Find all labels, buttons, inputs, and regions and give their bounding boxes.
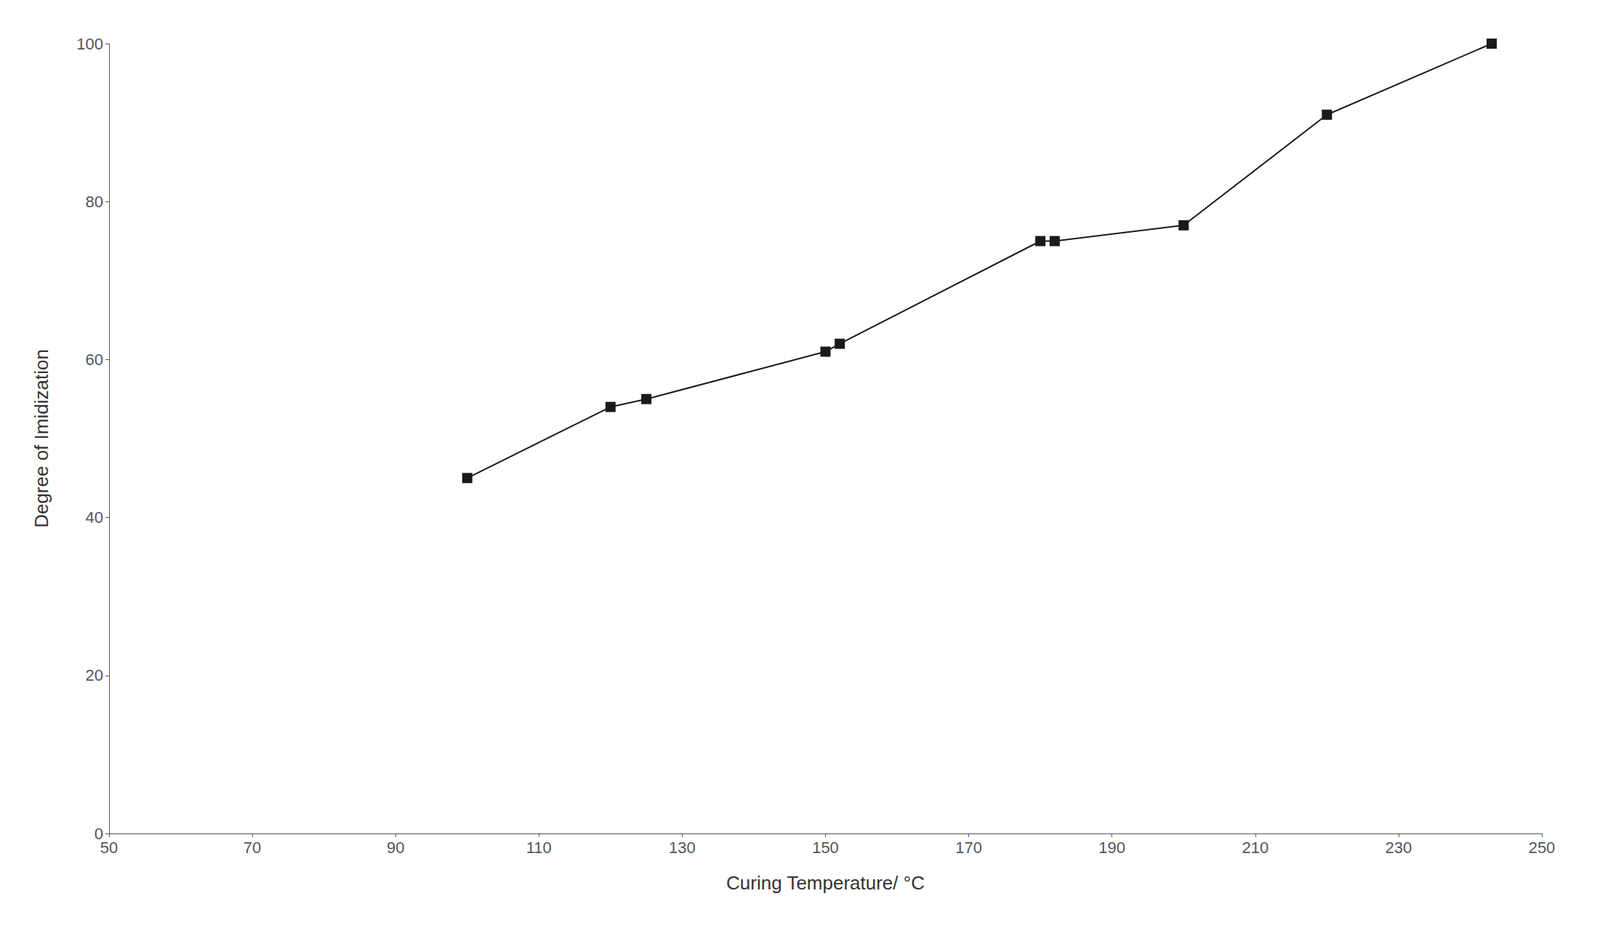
svg-text:70: 70 xyxy=(243,838,261,857)
svg-text:80: 80 xyxy=(85,192,104,211)
svg-text:50: 50 xyxy=(100,838,118,857)
svg-text:20: 20 xyxy=(85,665,104,685)
svg-text:170: 170 xyxy=(955,838,983,857)
svg-text:150: 150 xyxy=(811,838,839,857)
svg-text:190: 190 xyxy=(1098,838,1126,857)
svg-text:250: 250 xyxy=(1528,838,1556,857)
svg-text:40: 40 xyxy=(85,508,104,527)
svg-text:210: 210 xyxy=(1241,838,1269,857)
svg-text:230: 230 xyxy=(1385,838,1413,857)
svg-text:110: 110 xyxy=(526,838,552,857)
svg-text:Degree of Imidization: Degree of Imidization xyxy=(30,348,53,528)
svg-text:90: 90 xyxy=(386,838,405,857)
svg-text:0: 0 xyxy=(94,823,104,843)
svg-text:130: 130 xyxy=(668,838,696,857)
svg-text:60: 60 xyxy=(85,350,104,369)
svg-text:Curing Temperature/ °C: Curing Temperature/ °C xyxy=(726,871,925,894)
svg-text:100: 100 xyxy=(76,34,104,54)
